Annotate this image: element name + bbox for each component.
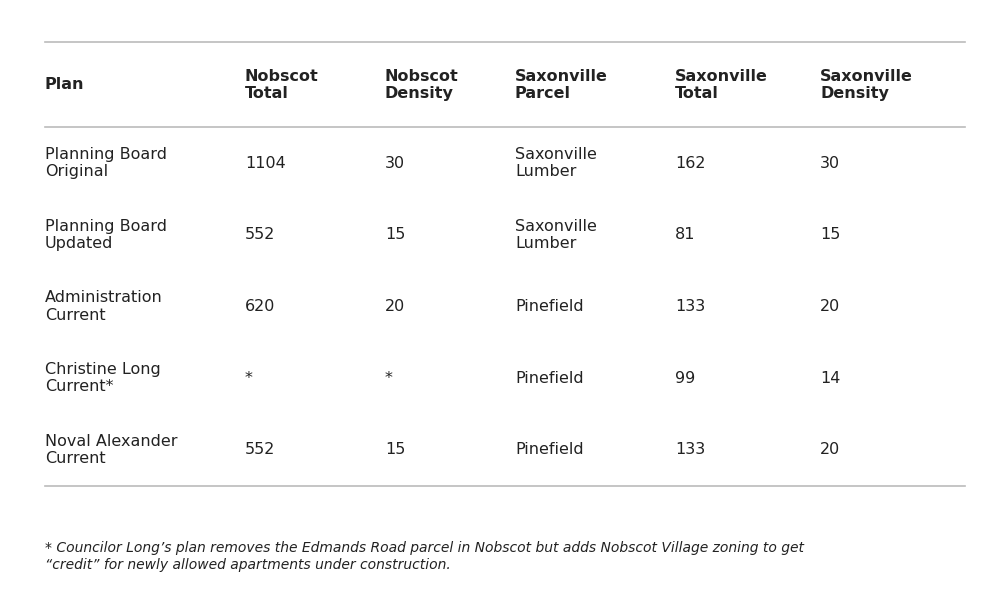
Text: 20: 20	[820, 443, 840, 457]
Text: 30: 30	[385, 156, 405, 171]
Text: 552: 552	[245, 228, 275, 242]
Text: Pinefield: Pinefield	[515, 371, 584, 385]
Text: 1104: 1104	[245, 156, 286, 171]
Text: 99: 99	[675, 371, 695, 385]
Text: * Councilor Long’s plan removes the Edmands Road parcel in Nobscot but adds Nobs: * Councilor Long’s plan removes the Edma…	[45, 541, 804, 572]
Text: Noval Alexander
Current: Noval Alexander Current	[45, 433, 178, 466]
Text: 20: 20	[820, 299, 840, 314]
Text: 620: 620	[245, 299, 275, 314]
Text: 14: 14	[820, 371, 840, 385]
Text: Administration
Current: Administration Current	[45, 290, 163, 323]
Text: Saxonville
Lumber: Saxonville Lumber	[515, 147, 597, 180]
Text: 133: 133	[675, 299, 705, 314]
Text: 552: 552	[245, 443, 275, 457]
Text: Saxonville
Total: Saxonville Total	[675, 69, 768, 101]
Text: Plan: Plan	[45, 78, 84, 92]
Text: *: *	[245, 371, 253, 385]
Text: Pinefield: Pinefield	[515, 443, 584, 457]
Text: Saxonville
Lumber: Saxonville Lumber	[515, 219, 597, 251]
Text: Saxonville
Density: Saxonville Density	[820, 69, 913, 101]
Text: 15: 15	[385, 443, 405, 457]
Text: Nobscot
Total: Nobscot Total	[245, 69, 319, 101]
Text: Nobscot
Density: Nobscot Density	[385, 69, 459, 101]
Text: 15: 15	[820, 228, 840, 242]
Text: Planning Board
Updated: Planning Board Updated	[45, 219, 167, 251]
Text: Planning Board
Original: Planning Board Original	[45, 147, 167, 180]
Text: *: *	[385, 371, 393, 385]
Text: Pinefield: Pinefield	[515, 299, 584, 314]
Text: 15: 15	[385, 228, 405, 242]
Text: 162: 162	[675, 156, 706, 171]
Text: 81: 81	[675, 228, 696, 242]
Text: 30: 30	[820, 156, 840, 171]
Text: Christine Long
Current*: Christine Long Current*	[45, 362, 161, 395]
Text: Saxonville
Parcel: Saxonville Parcel	[515, 69, 608, 101]
Text: 133: 133	[675, 443, 705, 457]
Text: 20: 20	[385, 299, 405, 314]
